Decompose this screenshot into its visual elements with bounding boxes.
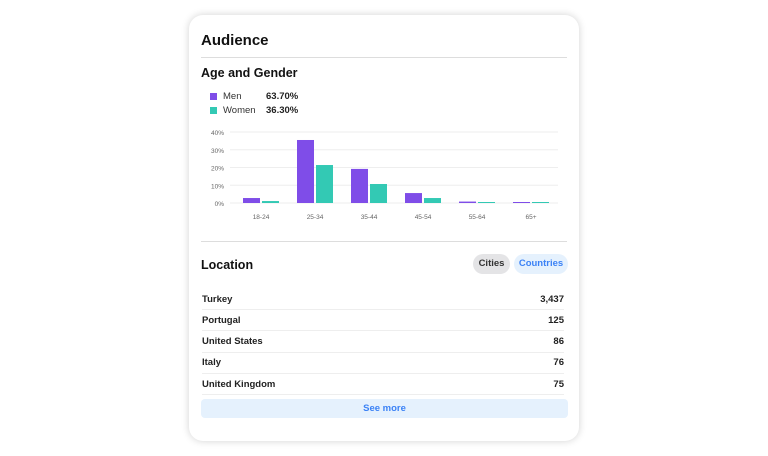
age-gender-chart: 0% 10% 20% 30% 40% 18-24 25-34 35-44 45-54 55-64 6…: [211, 130, 558, 221]
bar-men-65+: [513, 202, 530, 203]
bar-women-45-54: [424, 198, 441, 203]
location-row: Italy 76: [202, 353, 564, 374]
location-name: United States: [202, 336, 263, 348]
tab-countries[interactable]: Countries: [514, 254, 568, 274]
bar-women-25-34: [316, 165, 333, 203]
location-count: 125: [548, 314, 564, 326]
bar-men-45-54: [405, 193, 422, 203]
x-tick-label: 65+: [525, 214, 536, 221]
x-tick-label: 18-24: [253, 214, 270, 221]
location-row: United Kingdom 75: [202, 374, 564, 396]
bar-men-25-34: [297, 139, 314, 203]
x-tick-label: 35-44: [361, 214, 378, 221]
legend-swatch: [210, 92, 217, 100]
bar-men-55-64: [459, 201, 476, 203]
bar-men-18-24: [243, 198, 260, 203]
chart-legend: Men 63.70% Women 36.30%: [210, 89, 298, 117]
bar-women-55-64: [478, 202, 495, 203]
legend-swatch: [210, 106, 217, 114]
location-row: Turkey 3,437: [202, 289, 564, 310]
tab-cities[interactable]: Cities: [473, 254, 510, 274]
card-title: Audience: [201, 32, 269, 49]
section-title: Age and Gender: [201, 66, 298, 80]
legend-item-women: Women 36.30%: [210, 103, 298, 117]
location-row: Portugal 125: [202, 310, 564, 332]
divider: [201, 57, 567, 58]
legend-label: Men: [223, 90, 242, 102]
location-count: 3,437: [540, 293, 564, 305]
see-more-button[interactable]: See more: [201, 399, 568, 418]
bar-men-35-44: [351, 168, 368, 203]
y-tick-label: 20%: [211, 166, 224, 173]
bar-women-18-24: [262, 201, 279, 203]
location-name: United Kingdom: [202, 378, 276, 390]
legend-value: 63.70%: [266, 90, 299, 102]
legend-value: 36.30%: [266, 104, 299, 116]
y-tick-label: 40%: [211, 130, 224, 137]
divider: [201, 241, 567, 242]
legend-item-men: Men 63.70%: [210, 89, 298, 103]
y-tick-label: 30%: [211, 148, 224, 155]
x-tick-label: 45-54: [415, 214, 432, 221]
bar-women-35-44: [370, 184, 387, 203]
y-tick-label: 10%: [211, 183, 224, 190]
location-count: 76: [553, 357, 564, 369]
location-row: United States 86: [202, 332, 564, 353]
location-name: Italy: [202, 357, 222, 369]
x-tick-label: 55-64: [469, 214, 486, 221]
location-name: Portugal: [202, 314, 241, 326]
section-title: Location: [201, 258, 254, 272]
location-name: Turkey: [202, 293, 233, 305]
audience-card: Audience Age and Gender Men 63.70% Women 3…: [189, 15, 579, 441]
x-tick-label: 25-34: [307, 214, 324, 221]
legend-label: Women: [223, 104, 256, 116]
location-count: 75: [553, 378, 564, 390]
location-count: 86: [553, 336, 564, 348]
y-tick-label: 0%: [215, 201, 225, 208]
bar-women-65+: [532, 202, 549, 203]
